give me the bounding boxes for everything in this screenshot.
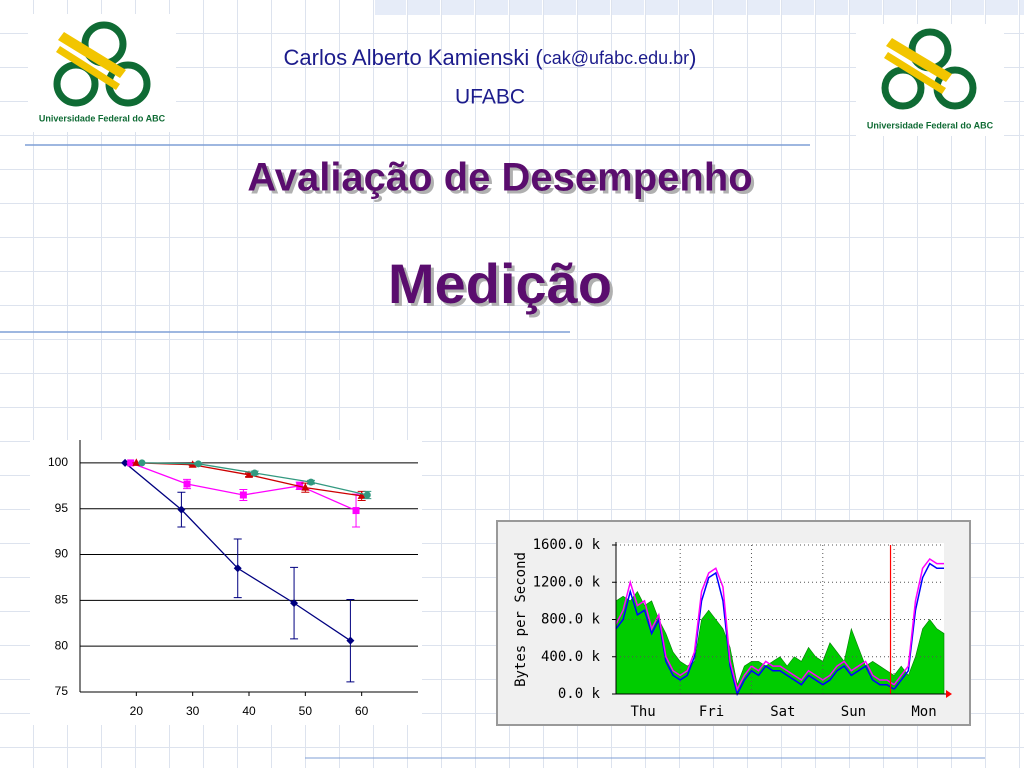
marker <box>357 491 366 499</box>
marker <box>127 459 135 467</box>
marker <box>233 564 242 573</box>
y-tick-label: 80 <box>55 638 69 652</box>
y-tick-label: 800.0 k <box>541 612 601 628</box>
slide-subtitle: Medição <box>388 252 612 315</box>
slide-title: Avaliação de Desempenho <box>247 156 752 200</box>
marker <box>352 507 360 515</box>
marker <box>307 478 315 486</box>
institution: UFABC <box>455 86 525 109</box>
marker <box>132 458 141 466</box>
logo-caption: Universidade Federal do ABC <box>39 113 166 123</box>
y-tick-label: 100 <box>48 455 68 469</box>
x-tick-label: Fri <box>699 704 724 720</box>
y-tick-label: 0.0 k <box>558 686 601 702</box>
line-chart: 75 80 85 90 95 100 20 30 40 50 60 <box>48 440 418 718</box>
traffic-line <box>615 562 944 697</box>
marker <box>183 480 191 488</box>
x-tick-label: 20 <box>130 704 144 718</box>
y-axis-label: Bytes per Second <box>513 552 529 687</box>
chart-background <box>30 440 422 725</box>
x-tick-label: 40 <box>242 704 256 718</box>
x-tick-label: 50 <box>299 704 313 718</box>
logo-left: Universidade Federal do ABC <box>28 14 176 132</box>
logo-caption: Universidade Federal do ABC <box>867 120 994 130</box>
y-tick-label: 1600.0 k <box>533 537 601 553</box>
y-tick-label: 90 <box>55 547 69 561</box>
author: Carlos Alberto Kamienski ( <box>284 45 544 70</box>
y-tick-label: 85 <box>55 593 69 607</box>
top-strip <box>375 0 1024 17</box>
logo-right: Universidade Federal do ABC <box>856 24 1004 136</box>
marker <box>290 599 299 608</box>
author-line: Carlos Alberto Kamienski (cak@ufabc.edu.… <box>284 45 697 70</box>
traffic-chart: 0.0 k 400.0 k 800.0 k 1200.0 k 1600.0 k Thu Fr… <box>513 537 952 720</box>
author-close: ) <box>689 45 696 70</box>
y-tick-label: 75 <box>55 684 69 698</box>
marker <box>346 636 355 645</box>
y-tick-label: 1200.0 k <box>533 574 601 590</box>
x-tick-label: Thu <box>630 704 655 720</box>
marker <box>239 491 247 499</box>
marker <box>121 458 130 467</box>
marker <box>138 459 146 467</box>
x-tick-label: Mon <box>911 704 936 720</box>
x-tick-label: 60 <box>355 704 369 718</box>
marker <box>251 469 259 477</box>
marker <box>363 491 371 499</box>
y-tick-label: 400.0 k <box>541 649 601 665</box>
x-tick-label: Sun <box>841 704 866 720</box>
x-tick-label: 30 <box>186 704 200 718</box>
x-tick-label: Sat <box>770 704 795 720</box>
axis-arrow <box>946 690 952 698</box>
traffic-line <box>615 557 944 692</box>
marker <box>245 470 253 478</box>
marker <box>177 505 186 514</box>
marker <box>301 483 310 491</box>
email: cak@ufabc.edu.br <box>543 48 689 68</box>
y-tick-label: 95 <box>55 501 69 515</box>
marker <box>194 460 202 468</box>
